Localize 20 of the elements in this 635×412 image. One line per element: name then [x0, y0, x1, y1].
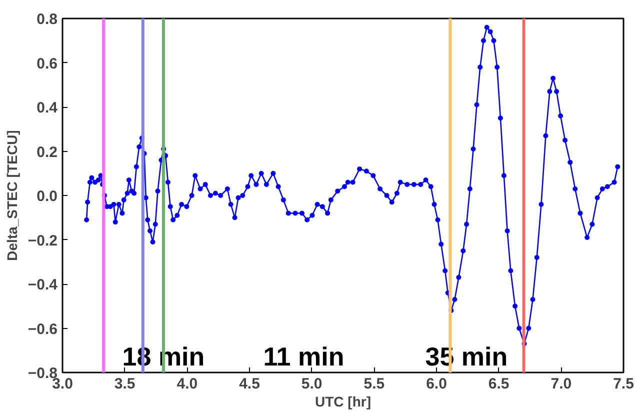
y-tick-label: 0.0	[36, 188, 58, 205]
y-tick-label: 0.6	[36, 55, 58, 72]
y-tick-label: 0.2	[36, 144, 58, 161]
x-tick-label: 6.5	[488, 376, 510, 392]
x-tick-label: 5.5	[364, 376, 385, 392]
y-tick-label: 0.8	[36, 11, 58, 28]
x-tick-label: 4.0	[176, 376, 198, 392]
x-tick-label: 6.0	[426, 376, 447, 392]
x-tick-label: 3.5	[114, 376, 136, 392]
y-tick-label: −0.4	[28, 276, 58, 294]
x-axis-title: UTC [hr]	[315, 394, 372, 410]
x-tick-label: 5.0	[301, 376, 322, 392]
x-tick-label: 7.0	[550, 376, 572, 392]
y-tick-label: 0.4	[36, 100, 58, 116]
x-tick-label: 4.5	[239, 376, 260, 392]
annotation: 11 min	[263, 342, 344, 372]
y-tick-label: −0.2	[28, 232, 58, 250]
x-tick-label: 7.5	[613, 376, 634, 392]
y-axis-title: Delta_STEC [TECU]	[4, 130, 20, 261]
y-tick-label: −0.6	[28, 320, 58, 338]
